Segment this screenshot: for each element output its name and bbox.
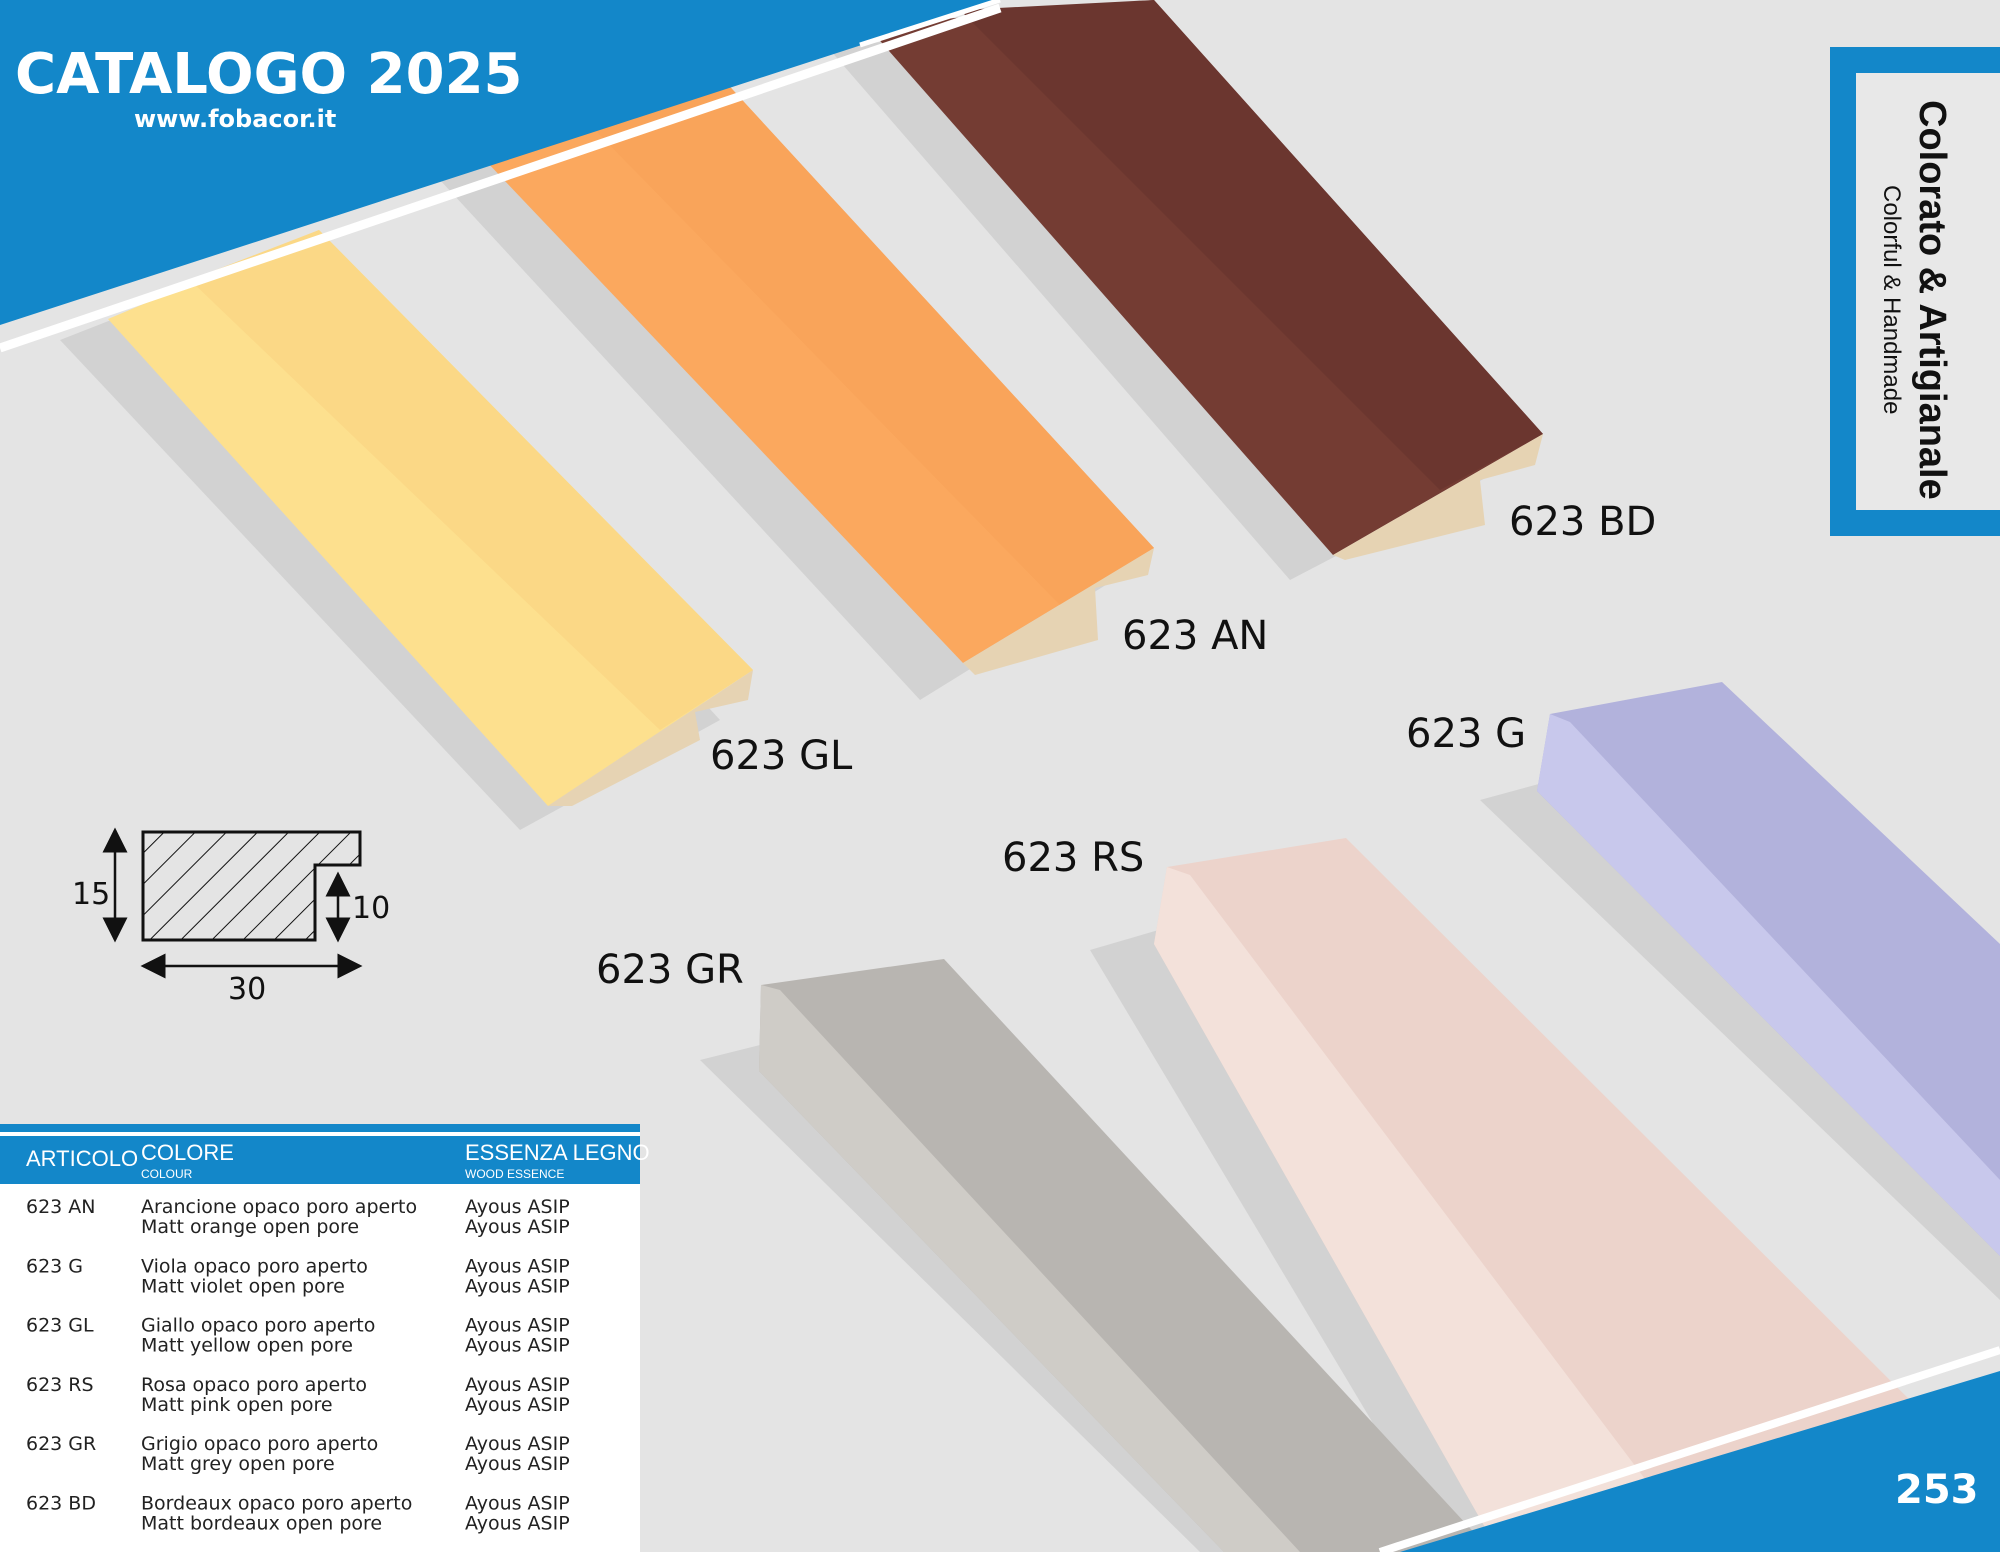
table-header	[0, 1136, 640, 1184]
colour-en: Matt bordeaux open pore	[141, 1513, 382, 1535]
frame-pink	[1154, 838, 1926, 1552]
column-header: ESSENZA LEGNO	[465, 1140, 650, 1165]
frame-bordeaux	[867, 0, 1543, 560]
frame-yellow	[108, 230, 753, 806]
colour-it: Arancione opaco poro aperto	[141, 1196, 417, 1218]
article-code: 623 G	[26, 1255, 83, 1277]
wood-it: Ayous ASIP	[465, 1255, 570, 1277]
article-code: 623 RS	[26, 1374, 94, 1396]
profile-diagram	[102, 827, 363, 979]
frame-orange	[485, 77, 1154, 675]
column-header: ARTICOLO	[26, 1146, 138, 1171]
table-rule	[0, 1124, 640, 1132]
frame-label: 623 BD	[1509, 499, 1656, 545]
column-subheader: WOOD ESSENCE	[465, 1167, 564, 1181]
side-box	[1856, 73, 2000, 510]
dimension-label: 15	[72, 877, 110, 912]
colour-it: Rosa opaco poro aperto	[141, 1374, 367, 1396]
column-subheader: COLOUR	[141, 1167, 193, 1181]
page-number: 253	[1895, 1467, 1979, 1513]
wood-en: Ayous ASIP	[465, 1394, 570, 1416]
wood-it: Ayous ASIP	[465, 1196, 570, 1218]
header-band	[0, 0, 1000, 325]
side-subtitle: Colorful & Handmade	[1878, 185, 1905, 414]
article-code: 623 BD	[26, 1493, 96, 1515]
frame-label: 623 GR	[596, 947, 744, 993]
wood-it: Ayous ASIP	[465, 1315, 570, 1337]
wood-it: Ayous ASIP	[465, 1493, 570, 1515]
frame-grey	[759, 959, 1492, 1552]
side-title: Colorato & Artigianale	[1911, 100, 1953, 500]
wood-en: Ayous ASIP	[465, 1275, 570, 1297]
article-code: 623 AN	[26, 1196, 96, 1218]
colour-it: Giallo opaco poro aperto	[141, 1315, 375, 1337]
wood-it: Ayous ASIP	[465, 1433, 570, 1455]
footer-band	[1400, 1371, 2000, 1552]
wood-en: Ayous ASIP	[465, 1513, 570, 1535]
colour-en: Matt orange open pore	[141, 1216, 359, 1238]
dimension-label: 10	[352, 891, 390, 926]
colour-en: Matt grey open pore	[141, 1453, 335, 1475]
frame-violet	[1537, 682, 2000, 1256]
colour-it: Viola opaco poro aperto	[141, 1255, 368, 1277]
stripe	[859, 0, 1001, 48]
colour-en: Matt violet open pore	[141, 1275, 345, 1297]
dimension-label: 30	[228, 972, 266, 1007]
colour-en: Matt pink open pore	[141, 1394, 333, 1416]
frame-label: 623 G	[1406, 711, 1526, 757]
table-bg	[0, 1128, 640, 1552]
frame-label: 623 GL	[710, 733, 853, 779]
wood-en: Ayous ASIP	[465, 1453, 570, 1475]
wood-en: Ayous ASIP	[465, 1216, 570, 1238]
frame-label: 623 AN	[1122, 613, 1268, 659]
catalog-title: CATALOGO 2025	[15, 42, 523, 107]
colour-en: Matt yellow open pore	[141, 1335, 353, 1357]
stripe	[0, 3, 1002, 353]
wood-en: Ayous ASIP	[465, 1335, 570, 1357]
colour-it: Bordeaux opaco poro aperto	[141, 1493, 412, 1515]
frame-label: 623 RS	[1002, 835, 1144, 881]
website: www.fobacor.it	[134, 105, 336, 133]
article-code: 623 GR	[26, 1433, 96, 1455]
stripe	[1378, 1346, 2000, 1552]
wood-it: Ayous ASIP	[465, 1374, 570, 1396]
colour-it: Grigio opaco poro aperto	[141, 1433, 378, 1455]
article-code: 623 GL	[26, 1315, 94, 1337]
column-header: COLORE	[141, 1140, 234, 1165]
